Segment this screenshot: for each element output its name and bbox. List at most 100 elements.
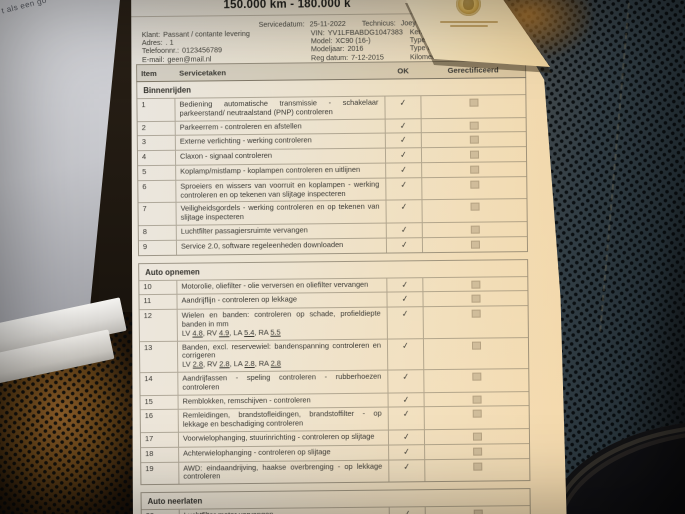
checkbox-unchecked [472,395,481,403]
rectified-cell [422,162,526,177]
rectified-cell [424,306,528,337]
task-text: Motorolie, oliefilter - olie verversen e… [181,279,369,291]
ok-cell: ✓ [388,370,424,392]
task-cell: Achterwielophanging - controleren op sli… [179,445,389,461]
task-cell: Bediening automatische transmissie - sch… [175,97,385,121]
checkbox-unchecked [472,410,481,418]
seal-fineprint [450,25,488,27]
item-number: 12 [143,311,152,321]
table-row: 14 Aandrijfassen - speling controleren - … [140,368,528,395]
task-cell: AWD: eindaandrijving, haakse overbrengin… [179,460,389,484]
rectified-cell [425,406,529,429]
check-icon: ✓ [402,445,411,457]
checkbox-unchecked [471,295,480,303]
rectified-cell [424,392,528,407]
task-cell: Parkeerrem - controleren en afstellen [176,119,386,135]
task-text: Luchtfilter motor vervangen [184,510,274,514]
km-range-title: 150.000 km - 180.000 k [223,0,351,12]
check-icon: ✓ [400,293,410,305]
check-icon: ✓ [400,238,409,250]
rectified-cell [425,444,529,459]
table-row: 12 Wielen en banden: controleren op schad… [140,305,528,340]
check-icon: ✓ [402,460,411,472]
check-icon: ✓ [398,119,408,131]
item-number: 2 [141,122,146,132]
task-cell: Aandrijflijn - controleren op lekkage [177,293,387,309]
checkbox-unchecked [469,99,478,107]
ok-cell: ✓ [386,178,422,200]
checkbox-unchecked [472,373,481,381]
item-number: 15 [144,396,153,406]
checkbox-unchecked [470,166,479,174]
task-cell: Aandrijfassen - speling controleren - ru… [178,370,388,394]
item-number: 14 [144,373,153,384]
check-icon: ✓ [398,96,408,108]
ok-cell: ✓ [386,119,422,133]
task-text: Voorwielophanging, stuurinrichting - con… [182,431,375,443]
checkbox-unchecked [469,136,478,144]
measure-label: , RV [202,328,220,338]
item-number-cell: 12 [140,310,178,341]
task-text: Achterwielophanging - controleren op sli… [183,446,331,458]
check-icon: ✓ [399,163,408,175]
measure-label: , LA [229,327,245,337]
item-number-cell: 14 [140,373,178,395]
rectified-cell [423,277,527,292]
checkbox-unchecked [472,433,481,441]
rectified-cell [421,95,525,118]
task-text: Parkeerrem - controleren en afstellen [179,121,302,132]
table-section: Auto opnemen 10 Motorolie, oliefilter - ol… [138,259,530,486]
item-number-cell: 11 [139,295,177,309]
task-text: Claxon - signaal controleren [179,150,273,161]
task-text: Aandrijflijn - controleren op lekkage [181,294,298,306]
checkbox-unchecked [470,180,479,188]
checkbox-unchecked [473,447,482,455]
table-row: 13 Banden, excl. reservewiel: bandenspann… [140,337,528,372]
item-number: 8 [142,227,147,237]
ok-cell: ✓ [389,393,425,407]
item-number-cell: 3 [138,136,176,150]
checkbox-unchecked [471,310,480,318]
table-section: Binnenrijden 1 Bediening automatische tran… [136,77,528,256]
service-table-body: Binnenrijden 1 Bediening automatische tran… [136,77,531,514]
item-number-cell: 20 [142,510,180,514]
section-title: Auto opnemen [145,267,200,277]
rectified-cell [422,177,526,200]
item-number: 4 [141,152,147,162]
ok-cell: ✓ [388,339,424,370]
table-row: 1 Bediening automatische transmissie - sc… [137,94,525,121]
item-number: 16 [144,411,154,421]
item-number: 17 [144,433,154,444]
measure-label: , RV [202,359,220,369]
item-number-cell: 19 [141,462,179,484]
ok-cell: ✓ [385,96,421,118]
task-text: Service 2.0, software regeleenheden down… [180,239,344,251]
measure-label: , RA [254,358,271,369]
task-cell: Claxon - signaal controleren [176,149,386,165]
measure-value: 2.8 [219,359,230,369]
task-cell: Remleidingen, brandstofleidingen, brands… [179,408,389,432]
checkbox-unchecked [469,151,478,159]
ok-cell: ✓ [387,238,423,252]
ok-cell: ✓ [389,460,425,482]
measurements: LV 4.8, RV 4.9, LA 5.4, RA 5.5 [182,327,381,338]
check-icon: ✓ [401,370,411,382]
task-cell: Externe verlichting - werking controlere… [176,134,386,150]
measure-value: 4.9 [218,327,230,338]
ok-cell: ✓ [386,134,422,148]
item-number-cell: 1 [137,99,175,121]
item-number: 7 [142,204,147,214]
measure-value: 5.5 [270,327,281,337]
check-icon: ✓ [399,178,409,190]
item-number-cell: 7 [139,203,177,225]
ok-cell: ✓ [389,408,425,430]
check-icon: ✓ [402,430,411,442]
item-number-cell: 15 [141,395,179,409]
item-number-cell: 13 [140,341,178,372]
measurements: LV 2.8, RV 2.8, LA 2.8, RA 2.8 [182,359,381,370]
header-ok: OK [397,66,409,76]
item-number-cell: 5 [138,166,176,180]
checkbox-unchecked [473,462,482,470]
task-text: Externe verlichting - werking controlere… [179,135,312,147]
servicedatum-label: Servicedatum: [258,19,305,29]
